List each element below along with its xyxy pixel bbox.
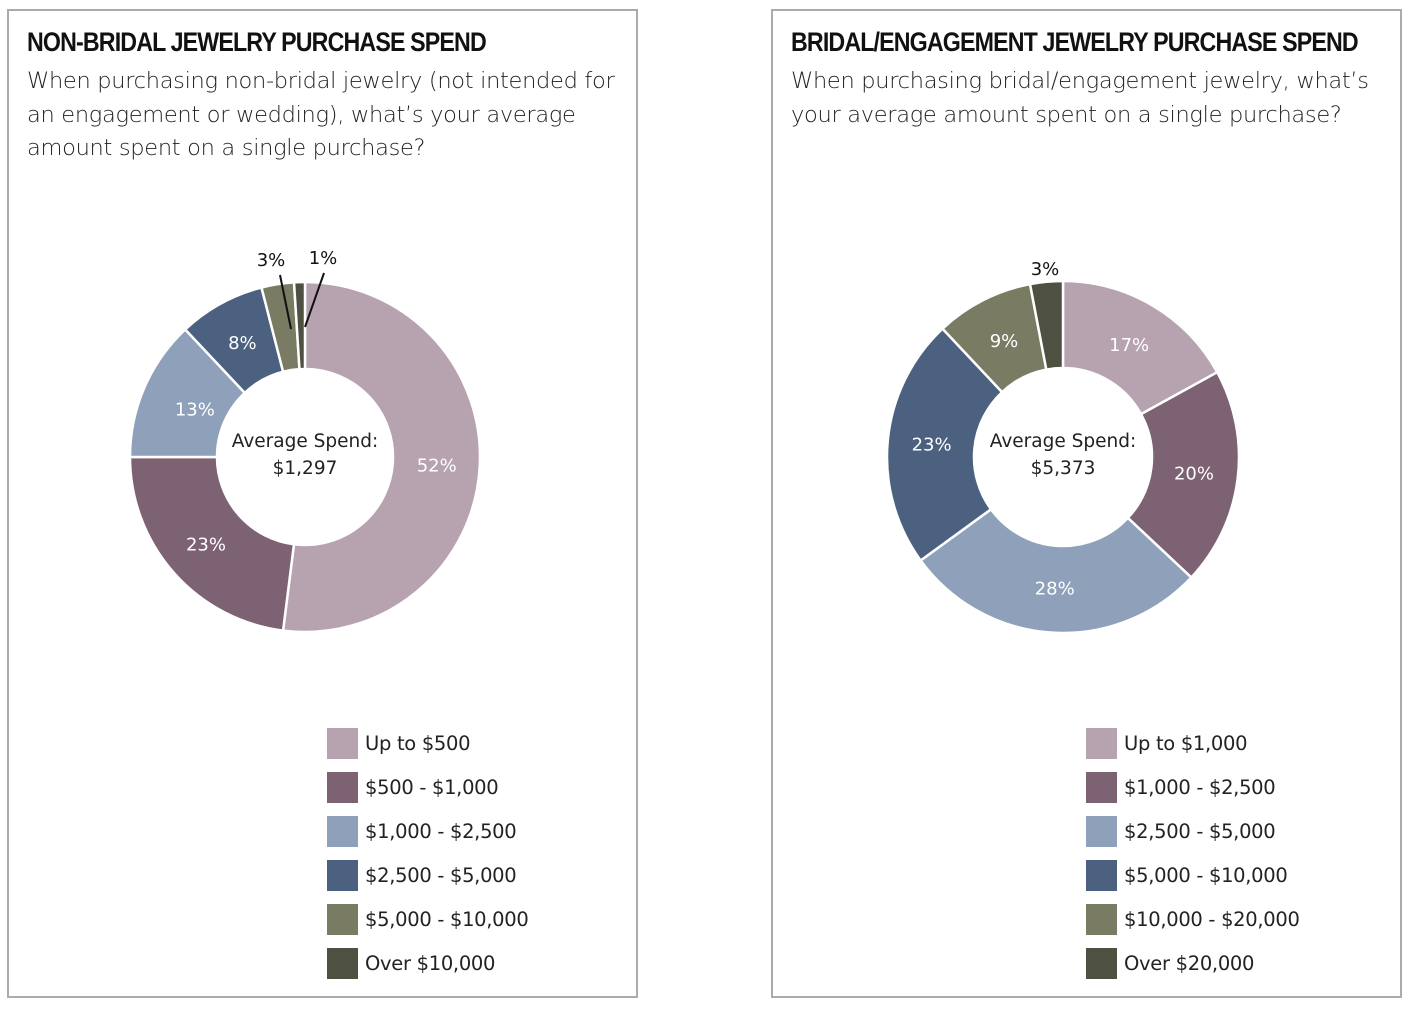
segment-label: 17%	[1109, 335, 1149, 356]
donut-segment	[1126, 370, 1241, 580]
chart-title: BRIDAL/ENGAGEMENT JEWELRY PURCHASE SPEND	[791, 27, 1359, 57]
legend-swatch	[1086, 903, 1117, 935]
center-label-value: $1,297	[273, 458, 338, 479]
donut-segments	[128, 280, 482, 634]
donut-chart: 52% 23% 13% 8% 3% 1% Average Spend: $1,297	[128, 248, 482, 634]
legend-swatch	[1086, 947, 1117, 979]
legend-swatch	[327, 815, 358, 847]
legend-swatch	[327, 859, 358, 891]
legend-label: Over $10,000	[365, 951, 496, 975]
legend-label: $5,000 - $10,000	[365, 907, 529, 931]
segment-label: 23%	[186, 534, 226, 555]
segment-label: 20%	[1174, 464, 1214, 485]
center-label-title: Average Spend:	[990, 431, 1136, 452]
legend-swatch	[327, 771, 358, 803]
segment-label: 3%	[1031, 259, 1060, 280]
chart-title: NON-BRIDAL JEWELRY PURCHASE SPEND	[27, 27, 487, 57]
chart-subtitle: When purchasing bridal/engagement jewelr…	[791, 68, 1369, 128]
segment-labels: 52% 23% 13% 8% 3% 1%	[175, 248, 457, 555]
segment-label: 8%	[228, 333, 257, 354]
center-label-value: $5,373	[1031, 458, 1096, 479]
legend-item: $1,000 - $2,500	[327, 809, 529, 853]
legend-label: Up to $1,000	[1124, 731, 1248, 755]
donut-segments	[885, 279, 1241, 635]
legend-swatch	[327, 947, 358, 979]
legend-item: $1,000 - $2,500	[1086, 765, 1300, 809]
legend-label: $500 - $1,000	[365, 775, 499, 799]
legend-label: $10,000 - $20,000	[1124, 907, 1300, 931]
bridal-chart-panel: BRIDAL/ENGAGEMENT JEWELRY PURCHASE SPEND…	[771, 9, 1402, 998]
legend-item: $2,500 - $5,000	[327, 853, 529, 897]
legend-label: $5,000 - $10,000	[1124, 863, 1288, 887]
donut-segment	[885, 326, 1004, 563]
segment-label: 9%	[990, 331, 1019, 352]
donut-segment	[281, 280, 482, 634]
donut-segment	[918, 507, 1194, 635]
legend-swatch	[1086, 815, 1117, 847]
segment-label: 13%	[175, 399, 215, 420]
leader-line	[279, 274, 292, 330]
legend-item: $10,000 - $20,000	[1086, 897, 1300, 941]
segment-label: 23%	[912, 435, 952, 456]
center-label-title: Average Spend:	[232, 431, 378, 452]
legend-label: $2,500 - $5,000	[365, 863, 517, 887]
donut-segment	[128, 455, 296, 633]
legend-swatch	[327, 727, 358, 759]
legend-item: Up to $1,000	[1086, 721, 1300, 765]
segment-label: 28%	[1035, 579, 1075, 600]
donut-segment	[292, 280, 307, 371]
legend-label: Over $20,000	[1124, 951, 1255, 975]
legend-swatch	[1086, 771, 1117, 803]
legend-label: $1,000 - $2,500	[365, 819, 517, 843]
chart-subtitle: When purchasing non-bridal jewelry (not …	[27, 68, 615, 161]
legend-item: $5,000 - $10,000	[327, 897, 529, 941]
legend-item: Over $10,000	[327, 941, 529, 985]
non-bridal-chart-panel: NON-BRIDAL JEWELRY PURCHASE SPEND When p…	[7, 9, 638, 998]
legend-item: $2,500 - $5,000	[1086, 809, 1300, 853]
leader-line	[304, 272, 325, 328]
legend-label: Up to $500	[365, 731, 471, 755]
legend-swatch	[1086, 727, 1117, 759]
chart-legend: Up to $1,000 $1,000 - $2,500 $2,500 - $5…	[1086, 721, 1300, 985]
legend-swatch	[327, 903, 358, 935]
legend-item: $500 - $1,000	[327, 765, 529, 809]
legend-swatch	[1086, 859, 1117, 891]
donut-chart: 17% 20% 28% 23% 9% 3% Average Spend: $5,373	[885, 259, 1241, 635]
legend-item: Up to $500	[327, 721, 529, 765]
legend-label: $2,500 - $5,000	[1124, 819, 1276, 843]
legend-item: Over $20,000	[1086, 941, 1300, 985]
chart-legend: Up to $500 $500 - $1,000 $1,000 - $2,500…	[327, 721, 529, 985]
segment-label: 1%	[309, 248, 338, 269]
donut-segment	[1028, 279, 1065, 372]
legend-label: $1,000 - $2,500	[1124, 775, 1276, 799]
segment-labels: 17% 20% 28% 23% 9% 3%	[912, 259, 1214, 600]
donut-segment	[1061, 279, 1219, 416]
legend-item: $5,000 - $10,000	[1086, 853, 1300, 897]
segment-label: 52%	[417, 455, 457, 476]
segment-label: 3%	[257, 250, 286, 271]
